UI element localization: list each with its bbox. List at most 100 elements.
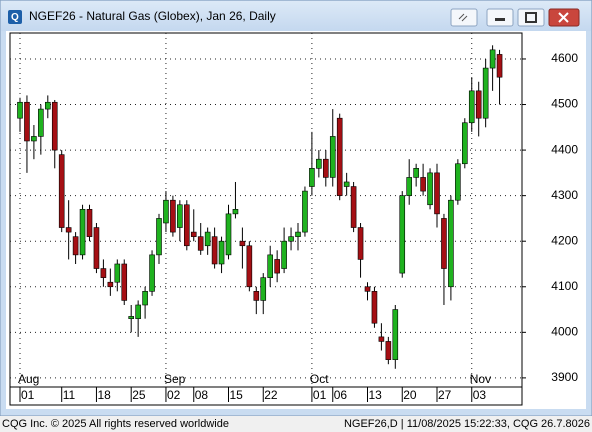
month-label: Aug [18,372,39,386]
candle-body [58,154,65,228]
candle-body [51,101,58,151]
candle-body [190,231,197,237]
link-button[interactable] [450,8,478,27]
candle-body [427,172,433,206]
candle-body [163,199,169,224]
candle-body [232,209,239,215]
candle-body [434,172,440,215]
candle-body [316,158,322,169]
y-tick-label: 4000 [551,325,578,339]
candle-body [343,181,350,187]
x-tick-label: 06 [334,388,348,402]
candle-body [218,240,225,265]
link-icon [458,13,468,22]
candle-body [455,163,461,201]
y-tick-label: 4500 [551,97,578,111]
candle-body [267,254,274,278]
status-bar [0,416,592,432]
candle-body [79,209,86,256]
x-tick-label: 13 [369,388,383,402]
candle-body [364,286,371,292]
app-icon [8,10,22,24]
candle-body [357,227,364,260]
x-tick-label: 01 [313,388,327,402]
x-tick-label: 15 [230,388,244,402]
candle-body [350,186,357,228]
chart-layer: 3900 4000 4100 4200 4300 4400 4500 4600 Aug Sep Oc… [10,33,578,402]
candle-body [420,177,426,192]
candle-body [378,336,385,342]
candle-body [336,117,343,196]
footer-right: NGEF26,D | 11/08/2025 15:22:33, CQG 26.7… [344,418,590,430]
candle-body [93,227,100,269]
candle-body [177,204,183,228]
candle-body [253,291,260,301]
candle-body [225,213,232,256]
candle-body [142,291,148,306]
candle-body [281,240,287,269]
y-tick-label: 4100 [551,279,578,293]
candle-body [399,195,406,274]
candle-body [239,240,246,247]
candle-body [100,268,107,278]
candle-body [309,168,315,187]
candle-body [392,309,399,360]
minimize-button[interactable] [486,8,514,27]
candle-body [149,254,155,292]
candle-body [44,101,51,110]
y-tick-label: 4200 [551,233,578,247]
candle-body [17,101,23,119]
candle-body [441,218,447,269]
month-label: Nov [470,372,491,386]
window-title: NGEF26 - Natural Gas (Globex), Jan 26, D… [29,9,276,23]
candle-body [38,108,44,137]
maximize-button[interactable] [517,8,545,27]
candle-body [274,259,280,274]
candle-body [211,236,218,265]
candle-body [135,304,141,319]
y-tick-label: 4600 [551,51,578,65]
x-tick-label: 08 [195,388,209,402]
month-label: Oct [310,372,329,386]
candle-body [114,263,121,283]
y-tick-label: 3900 [551,370,578,384]
x-tick-label: 25 [132,388,146,402]
candle-body [406,177,413,196]
candle-body [468,90,475,124]
candle-body [260,277,267,301]
candle-body [107,281,114,288]
candle-body [246,245,253,288]
candle-body [204,231,211,247]
x-tick-label: 20 [403,388,417,402]
x-tick-label: 03 [473,388,487,402]
candle-body [329,136,336,178]
candle-body [475,90,482,119]
candle-body [31,136,37,142]
candle-body [385,341,392,360]
candle-body [482,67,489,119]
x-tick-label: 11 [63,388,76,402]
candle-body [184,204,190,247]
x-tick-label: 18 [97,388,111,402]
candle-body [170,199,176,233]
candle-body [302,190,308,233]
candle-body [461,122,468,165]
window-buttons [450,8,580,27]
x-tick-label: 27 [438,388,452,402]
candle-body [121,263,128,301]
app-icon-letter: Q [11,12,19,23]
candle-body [448,199,454,288]
candle-body [65,227,72,233]
candle-body [197,236,204,251]
footer-left: CQG Inc. © 2025 All rights reserved worl… [2,418,229,430]
close-icon [558,12,569,23]
month-label: Sep [164,372,186,386]
candle-body [295,231,301,237]
x-tick-label: 22 [264,388,278,402]
candle-body [288,236,294,242]
minimize-icon [495,18,505,21]
maximize-icon [525,12,537,23]
candle-body [489,49,496,69]
x-tick-label: 01 [21,388,35,402]
